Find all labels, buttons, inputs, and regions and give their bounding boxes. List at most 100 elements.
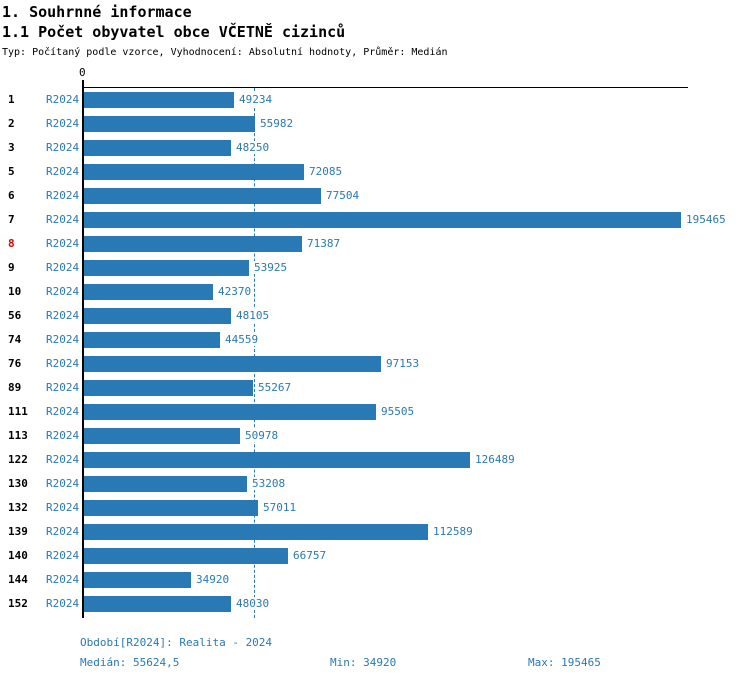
row-period-label: R2024 <box>46 357 80 370</box>
bar <box>84 308 231 324</box>
chart-row: 113 R2024 50978 <box>0 424 750 448</box>
bar <box>84 548 288 564</box>
chart-row: 9 R2024 53925 <box>0 256 750 280</box>
row-number[interactable]: 1 <box>8 93 15 106</box>
period-info: Období[R2024]: Realita - 2024 <box>80 636 273 649</box>
row-number[interactable]: 8 <box>8 237 15 250</box>
row-period-label: R2024 <box>46 429 80 442</box>
bar-value-label: 44559 <box>224 333 260 346</box>
bar-value-label: 126489 <box>474 453 516 466</box>
bar-value-label: 195465 <box>685 213 727 226</box>
chart-row: 122 R2024 126489 <box>0 448 750 472</box>
row-number[interactable]: 144 <box>8 573 28 586</box>
chart-row: 1 R2024 49234 <box>0 88 750 112</box>
row-period-label: R2024 <box>46 165 80 178</box>
chart-row: 130 R2024 53208 <box>0 472 750 496</box>
chart-row: 3 R2024 48250 <box>0 136 750 160</box>
bar <box>84 476 247 492</box>
row-number[interactable]: 139 <box>8 525 28 538</box>
bar-value-label: 95505 <box>380 405 416 418</box>
chart-row: 144 R2024 34920 <box>0 568 750 592</box>
bar-value-label: 48030 <box>235 597 271 610</box>
row-number[interactable]: 152 <box>8 597 28 610</box>
chart-meta: Typ: Počítaný podle vzorce, Vyhodnocení:… <box>2 47 448 58</box>
bar-value-label: 71387 <box>306 237 342 250</box>
bar-value-label: 53208 <box>251 477 287 490</box>
row-period-label: R2024 <box>46 405 80 418</box>
bar <box>84 212 681 228</box>
row-period-label: R2024 <box>46 285 80 298</box>
max-stat: Max: 195465 <box>528 656 601 669</box>
row-number[interactable]: 9 <box>8 261 15 274</box>
bar-value-label: 97153 <box>385 357 421 370</box>
bar-value-label: 77504 <box>325 189 361 202</box>
row-period-label: R2024 <box>46 189 80 202</box>
row-number[interactable]: 6 <box>8 189 15 202</box>
chart-row: 76 R2024 97153 <box>0 352 750 376</box>
row-number[interactable]: 10 <box>8 285 22 298</box>
x-axis-line <box>82 87 688 88</box>
row-period-label: R2024 <box>46 573 80 586</box>
bar-value-label: 53925 <box>253 261 289 274</box>
chart-row: 140 R2024 66757 <box>0 544 750 568</box>
bar <box>84 92 234 108</box>
row-number[interactable]: 122 <box>8 453 28 466</box>
bar-value-label: 55267 <box>257 381 293 394</box>
row-period-label: R2024 <box>46 213 80 226</box>
bar-value-label: 55982 <box>259 117 295 130</box>
bar <box>84 332 220 348</box>
bar-value-label: 112589 <box>432 525 474 538</box>
row-period-label: R2024 <box>46 237 80 250</box>
chart-row: 152 R2024 48030 <box>0 592 750 616</box>
row-number[interactable]: 5 <box>8 165 15 178</box>
bar-value-label: 66757 <box>292 549 328 562</box>
row-period-label: R2024 <box>46 261 80 274</box>
median-line <box>254 88 255 618</box>
row-number[interactable]: 76 <box>8 357 22 370</box>
bar <box>84 500 258 516</box>
chart-row: 74 R2024 44559 <box>0 328 750 352</box>
chart-row: 7 R2024 195465 <box>0 208 750 232</box>
axis-zero-label: 0 <box>79 66 86 79</box>
bar <box>84 260 249 276</box>
row-period-label: R2024 <box>46 453 80 466</box>
bar <box>84 524 428 540</box>
bar <box>84 236 302 252</box>
row-number[interactable]: 111 <box>8 405 28 418</box>
row-period-label: R2024 <box>46 525 80 538</box>
row-period-label: R2024 <box>46 477 80 490</box>
row-period-label: R2024 <box>46 309 80 322</box>
y-axis-line <box>82 88 84 618</box>
row-period-label: R2024 <box>46 93 80 106</box>
bar-value-label: 34920 <box>195 573 231 586</box>
bar <box>84 596 231 612</box>
row-number[interactable]: 7 <box>8 213 15 226</box>
chart-row: 56 R2024 48105 <box>0 304 750 328</box>
row-period-label: R2024 <box>46 597 80 610</box>
chart-row: 89 R2024 55267 <box>0 376 750 400</box>
bar-value-label: 57011 <box>262 501 298 514</box>
chart-row: 10 R2024 42370 <box>0 280 750 304</box>
chart-row: 111 R2024 95505 <box>0 400 750 424</box>
chart-row: 5 R2024 72085 <box>0 160 750 184</box>
row-number[interactable]: 89 <box>8 381 22 394</box>
row-number[interactable]: 132 <box>8 501 28 514</box>
bar <box>84 284 213 300</box>
row-number[interactable]: 2 <box>8 117 15 130</box>
bar <box>84 356 381 372</box>
chart-row: 139 R2024 112589 <box>0 520 750 544</box>
row-number[interactable]: 74 <box>8 333 22 346</box>
section-title: 1.1 Počet obyvatel obce VČETNĚ cizinců <box>2 23 346 41</box>
row-number[interactable]: 3 <box>8 141 15 154</box>
bar <box>84 404 376 420</box>
bar <box>84 140 231 156</box>
chart-row: 132 R2024 57011 <box>0 496 750 520</box>
row-number[interactable]: 130 <box>8 477 28 490</box>
bar <box>84 188 321 204</box>
row-number[interactable]: 140 <box>8 549 28 562</box>
bar-value-label: 42370 <box>217 285 253 298</box>
row-number[interactable]: 113 <box>8 429 28 442</box>
bar <box>84 380 253 396</box>
bar <box>84 572 191 588</box>
row-number[interactable]: 56 <box>8 309 22 322</box>
